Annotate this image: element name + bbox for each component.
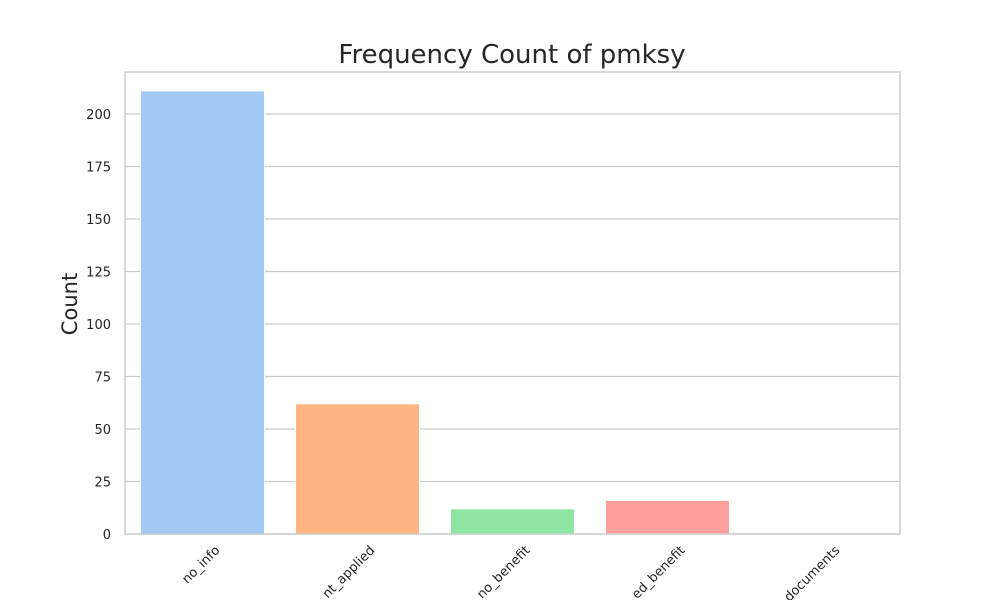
x-tick-label: ed_benefit xyxy=(629,543,688,600)
x-tick-label: no_benefit xyxy=(474,543,533,600)
x-tick-label: documents xyxy=(782,543,844,600)
chart-title: Frequency Count of pmksy xyxy=(338,40,685,70)
y-tick-label: 200 xyxy=(86,108,111,123)
plot-frame xyxy=(124,71,901,535)
bar-no-benefit xyxy=(450,508,575,535)
y-tick-label: 150 xyxy=(86,213,111,228)
x-tick-label: no_info xyxy=(179,543,223,587)
y-axis-ticks: 0 25 50 75 100 125 150 175 200 xyxy=(86,108,111,543)
y-tick-label: 75 xyxy=(94,371,111,386)
y-tick-label: 125 xyxy=(86,266,111,281)
y-tick-label: 100 xyxy=(86,318,111,333)
y-tick-label: 25 xyxy=(94,476,111,491)
bar-not-applied xyxy=(295,403,420,535)
y-axis-label: Count xyxy=(58,273,82,335)
bars xyxy=(140,90,730,535)
x-axis-ticks: no_info nt_applied no_benefit ed_benefit doc… xyxy=(179,543,844,604)
bar-no-info xyxy=(140,90,265,535)
y-tick-label: 50 xyxy=(94,423,111,438)
x-tick-label: nt_applied xyxy=(320,543,379,600)
bar-availed-benefit xyxy=(605,499,730,535)
y-tick-label: 0 xyxy=(103,528,111,543)
y-tick-label: 175 xyxy=(86,161,111,176)
